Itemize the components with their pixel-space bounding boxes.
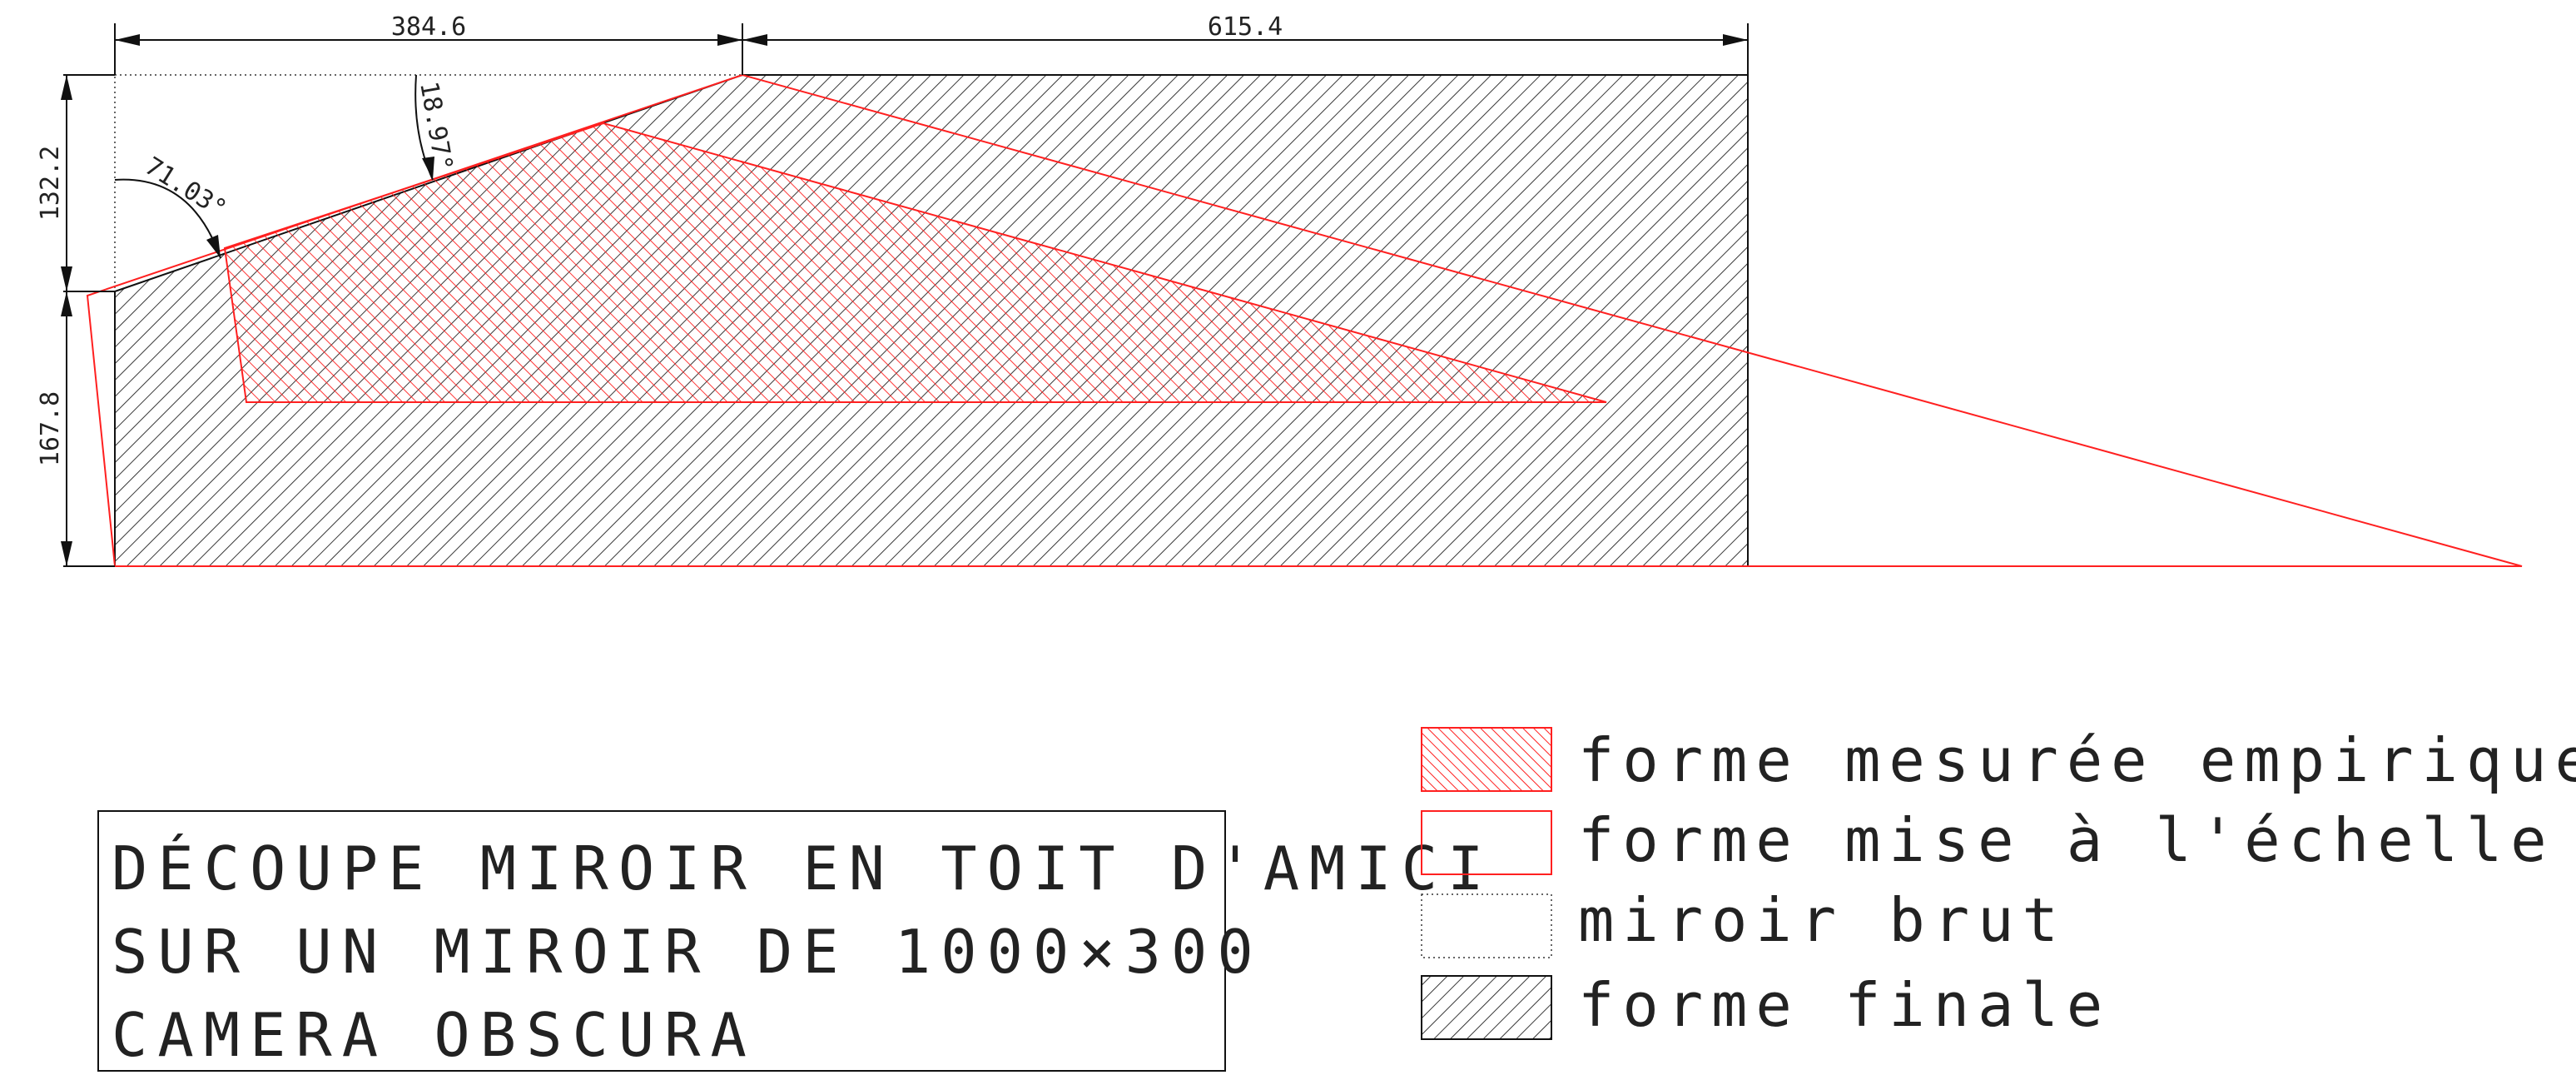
dim-label-384: 384.6: [391, 12, 466, 42]
legend-label-scaled: forme mise à l'échelle: [1578, 805, 2555, 875]
legend-label-empirical: forme mesurée empiriquement: [1578, 725, 2576, 795]
angle-small-annotation: 18.97°: [414, 74, 458, 181]
legend-label-final: forme finale: [1578, 970, 2111, 1040]
dimension-top-left: 384.6: [114, 12, 743, 75]
angle-label-large: 71.03°: [140, 152, 231, 224]
dim-label-167: 167.8: [36, 391, 65, 466]
title-block: DÉCOUPE MIROIR EN TOIT D'AMICI SUR UN MI…: [97, 810, 1493, 1072]
angle-large-annotation: 71.03°: [114, 152, 231, 259]
dimension-left-upper: 132.2: [36, 74, 115, 292]
legend-swatch-empirical: [1421, 727, 1552, 792]
dim-label-615: 615.4: [1208, 12, 1283, 42]
angle-label-small: 18.97°: [414, 79, 458, 173]
dim-label-132: 132.2: [36, 146, 65, 221]
title-line-3: CAMERA OBSCURA: [112, 1000, 757, 1070]
scaled-shape: [86, 73, 2523, 567]
legend-swatch-scaled: [1421, 810, 1552, 875]
dimension-top-right: 615.4: [742, 12, 1749, 75]
legend-label-raw: miroir brut: [1578, 885, 2067, 955]
dimension-left-lower: 167.8: [36, 291, 115, 567]
legend: forme mesurée empiriquement forme mise à…: [1421, 725, 2576, 1040]
title-line-2: SUR UN MIROIR DE 1000×300: [112, 917, 1263, 987]
title-line-1: DÉCOUPE MIROIR EN TOIT D'AMICI: [112, 834, 1493, 903]
legend-swatch-raw: [1421, 893, 1552, 958]
legend-swatch-final: [1421, 975, 1552, 1040]
